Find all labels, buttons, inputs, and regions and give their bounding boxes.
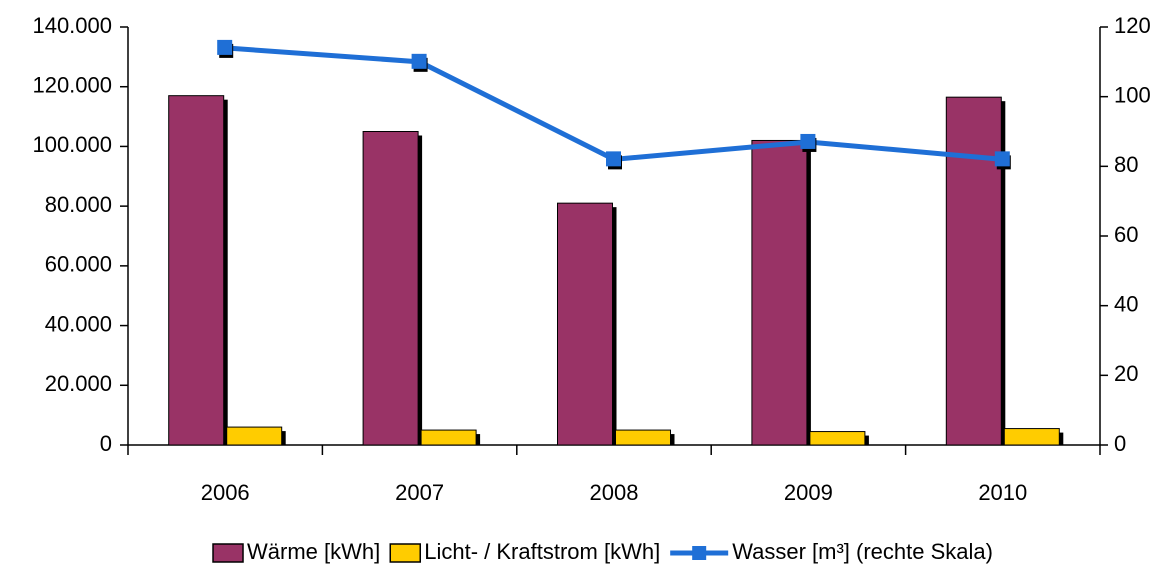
y2-tick-label: 100 <box>1114 82 1151 107</box>
y2-tick-label: 80 <box>1114 152 1138 177</box>
marker <box>606 151 621 167</box>
bar <box>168 95 225 446</box>
legend-swatch <box>389 543 421 563</box>
y2-tick-label: 20 <box>1114 361 1138 386</box>
bar <box>557 202 613 446</box>
y2-tick-label: 60 <box>1114 222 1138 247</box>
x-tick-label: 2009 <box>784 480 833 505</box>
bar <box>809 431 866 446</box>
legend-item: Licht- / Kraftstrom [kWh] <box>389 539 660 564</box>
line <box>225 45 1004 162</box>
legend-label: Licht- / Kraftstrom [kWh] <box>424 539 660 564</box>
y-tick-label: 20.000 <box>45 371 112 396</box>
marker <box>217 39 233 55</box>
x-tick-label: 2006 <box>201 480 250 505</box>
bar <box>1003 428 1060 446</box>
legend-label: Wärme [kWh] <box>247 539 380 564</box>
y2-tick-label: 120 <box>1114 13 1151 38</box>
bar <box>945 96 1002 446</box>
x-tick-label: 2010 <box>978 480 1027 505</box>
x-tick-label: 2007 <box>395 480 444 505</box>
legend-swatch <box>212 543 244 563</box>
y-tick-label: 140.000 <box>32 13 112 38</box>
y2-tick-label: 0 <box>1114 431 1126 456</box>
legend-label: Wasser [m³] (rechte Skala) <box>732 539 993 564</box>
y2-tick-label: 40 <box>1114 291 1138 316</box>
marker <box>994 151 1010 167</box>
y-tick-label: 0 <box>100 431 112 456</box>
y-tick-label: 120.000 <box>32 73 112 98</box>
legend-marker <box>692 546 707 560</box>
bar <box>420 429 477 446</box>
x-tick-label: 2008 <box>590 480 639 505</box>
y-tick-label: 80.000 <box>45 192 112 217</box>
legend-item: Wasser [m³] (rechte Skala) <box>670 539 993 564</box>
y-tick-label: 100.000 <box>32 132 112 157</box>
bar <box>751 139 808 446</box>
bar <box>362 131 419 446</box>
bar <box>615 429 671 446</box>
bar <box>226 426 283 446</box>
y-tick-label: 40.000 <box>45 311 112 336</box>
y-tick-label: 60.000 <box>45 252 112 277</box>
legend-item: Wärme [kWh] <box>212 539 380 564</box>
marker <box>411 53 427 69</box>
marker <box>800 133 816 149</box>
